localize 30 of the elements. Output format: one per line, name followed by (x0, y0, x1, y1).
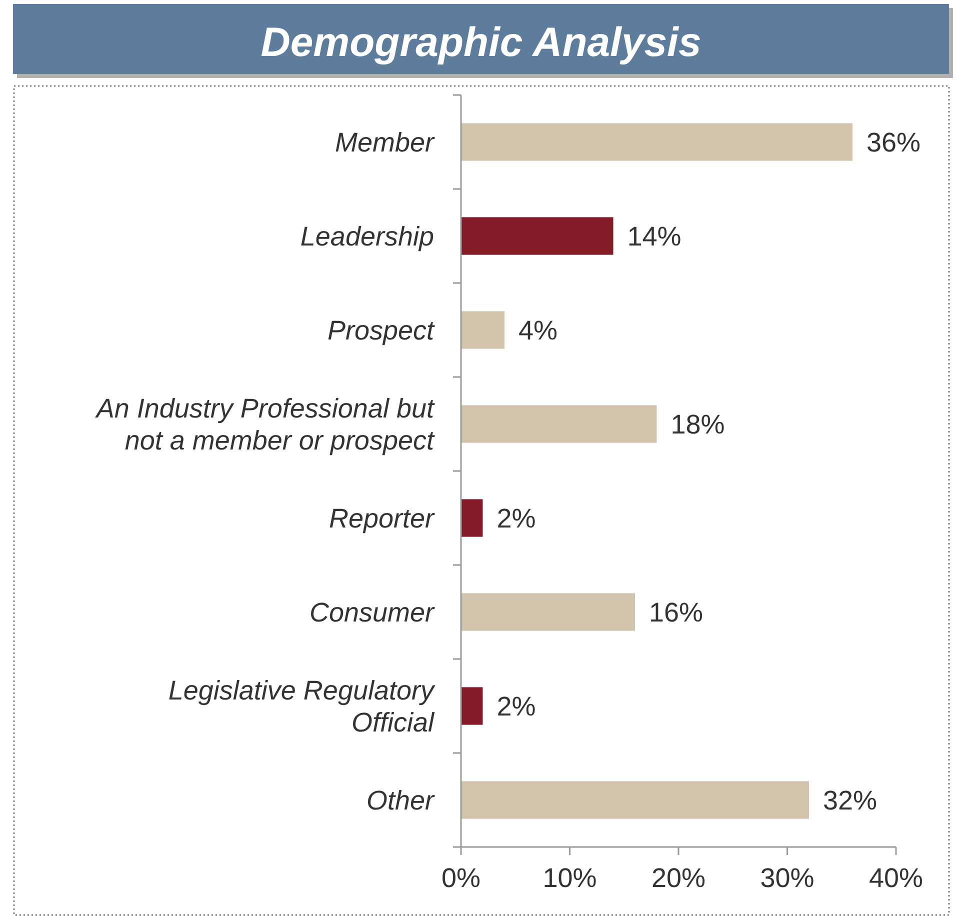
data-label: 2% (496, 691, 536, 722)
y-tick-label: Reporter (328, 503, 436, 534)
data-label: 14% (627, 221, 682, 252)
data-label: 18% (670, 409, 725, 440)
bar (461, 123, 852, 161)
y-tick-label: Legislative Regulatory Official (168, 675, 436, 738)
bar (461, 593, 635, 631)
data-label: 16% (649, 597, 704, 628)
y-tick-label: Consumer (309, 597, 436, 628)
bar (461, 781, 809, 819)
data-label: 4% (518, 315, 558, 346)
bar (461, 499, 483, 537)
y-tick-label: Other (366, 785, 436, 816)
data-label: 32% (823, 785, 878, 816)
data-label: 2% (496, 503, 536, 534)
x-tick-label: 20% (651, 863, 706, 893)
y-tick-label: Prospect (327, 315, 436, 346)
data-label: 36% (866, 127, 921, 158)
x-tick-label: 0% (441, 863, 481, 893)
x-tick-label: 30% (760, 863, 814, 893)
y-tick-label: Member (334, 127, 435, 158)
bar (461, 311, 504, 349)
chart-title: Demographic Analysis (260, 19, 702, 65)
bar (461, 405, 657, 443)
bar (461, 217, 614, 255)
bar (461, 687, 483, 725)
y-tick-label: Leadership (300, 221, 434, 252)
x-tick-label: 10% (542, 863, 597, 893)
x-tick-label: 40% (868, 863, 924, 893)
y-tick-label: An Industry Professional but not a member or prospect (94, 393, 436, 456)
